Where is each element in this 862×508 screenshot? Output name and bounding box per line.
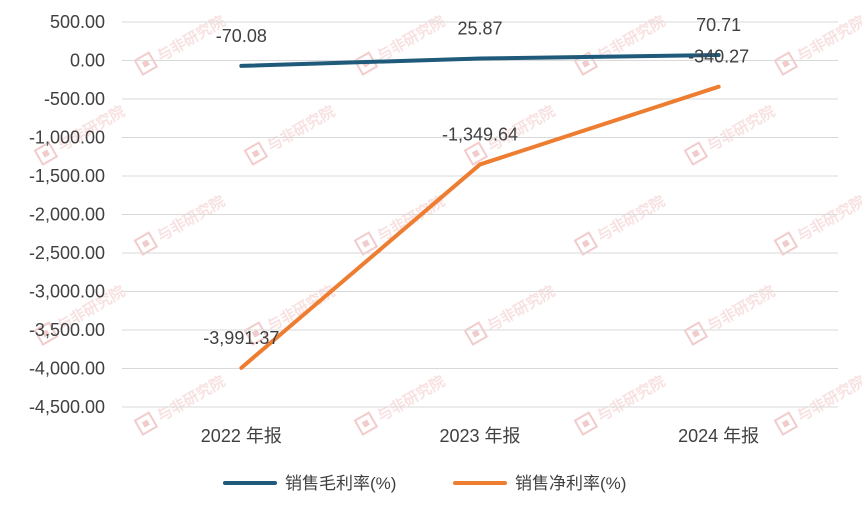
y-tick-label: -4,500.00 — [29, 397, 105, 417]
y-tick-label: -2,500.00 — [29, 243, 105, 263]
legend-label: 销售毛利率(%) — [285, 474, 396, 493]
svg-text:与非研究院: 与非研究院 — [794, 192, 862, 245]
svg-text:与非研究院: 与非研究院 — [154, 372, 228, 425]
gridlines — [122, 21, 838, 408]
svg-text:与非研究院: 与非研究院 — [264, 102, 338, 155]
data-labels: -70.08 25.87 70.71 -3,991.37 -1,349.64 -340.2… — [203, 15, 749, 348]
svg-text:与非研究院: 与非研究院 — [704, 282, 778, 335]
y-tick-label: -3,000.00 — [29, 282, 105, 302]
watermark: 与非研究院 — [573, 372, 668, 436]
svg-text:与非研究院: 与非研究院 — [484, 282, 558, 335]
legend-label: 销售净利率(%) — [515, 474, 626, 493]
data-label: -340.27 — [688, 47, 749, 67]
x-tick-label: 2024 年报 — [678, 426, 759, 446]
watermark: 与非研究院 — [353, 372, 448, 436]
svg-text:与非研究院: 与非研究院 — [154, 192, 228, 245]
svg-text:与非研究院: 与非研究院 — [374, 12, 448, 65]
data-label: -1,349.64 — [442, 124, 518, 144]
y-tick-label: -500.00 — [44, 89, 105, 109]
data-label: 25.87 — [457, 19, 502, 39]
y-tick-label: -1,000.00 — [29, 128, 105, 148]
series-line-1 — [239, 53, 721, 68]
series-layer — [239, 53, 721, 370]
data-label: -3,991.37 — [203, 328, 279, 348]
watermark: 与非研究院 — [243, 102, 338, 166]
svg-text:与非研究院: 与非研究院 — [594, 192, 668, 245]
svg-text:与非研究院: 与非研究院 — [594, 372, 668, 425]
svg-text:与非研究院: 与非研究院 — [374, 372, 448, 425]
y-tick-label: -2,000.00 — [29, 205, 105, 225]
legend: 销售毛利率(%) 销售净利率(%) — [223, 474, 626, 493]
x-axis: 2022 年报 2023 年报 2024 年报 — [201, 426, 759, 446]
x-tick-label: 2022 年报 — [201, 426, 282, 446]
svg-text:与非研究院: 与非研究院 — [704, 102, 778, 155]
watermark: 与非研究院 — [773, 192, 862, 256]
y-tick-label: 500.00 — [50, 12, 105, 32]
watermark: 与非研究院 — [683, 102, 778, 166]
watermark: 与非研究院 — [133, 192, 228, 256]
y-axis: 500.00 0.00 -500.00 -1,000.00 -1,500.00 -2,00… — [29, 12, 105, 417]
y-tick-label: 0.00 — [70, 51, 105, 71]
watermark: 与非研究院 — [773, 372, 862, 436]
data-label: 70.71 — [696, 15, 741, 35]
y-tick-label: -1,500.00 — [29, 166, 105, 186]
svg-text:与非研究院: 与非研究院 — [794, 372, 862, 425]
svg-text:与非研究院: 与非研究院 — [794, 12, 862, 65]
series-line-2 — [239, 84, 721, 370]
x-tick-label: 2023 年报 — [439, 426, 520, 446]
y-tick-label: -3,500.00 — [29, 320, 105, 340]
data-label: -70.08 — [216, 26, 267, 46]
watermark: 与非研究院 — [573, 192, 668, 256]
y-tick-label: -4,000.00 — [29, 359, 105, 379]
